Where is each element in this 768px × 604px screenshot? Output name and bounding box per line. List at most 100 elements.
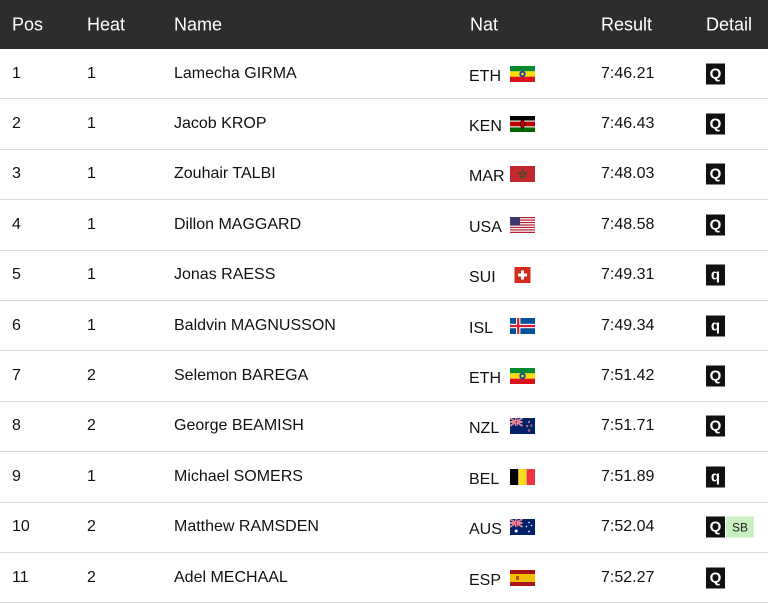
nation-code: MAR: [469, 168, 505, 186]
row-pos: 1: [12, 64, 21, 82]
result-time: 7:48.03: [601, 165, 655, 183]
row-heat: 1: [87, 215, 96, 233]
ethiopia-flag: [510, 368, 535, 385]
row-heat: 2: [87, 518, 96, 536]
row-heat: 2: [87, 417, 96, 435]
result-time: 7:46.43: [601, 115, 655, 133]
header-name[interactable]: Name: [174, 14, 223, 34]
row-pos: 2: [12, 115, 21, 133]
athlete-name[interactable]: Jonas RAESS: [174, 266, 276, 284]
athlete-name[interactable]: Michael SOMERS: [174, 467, 303, 485]
nation-code: SUI: [469, 269, 496, 287]
nation-code: AUS: [469, 521, 502, 539]
detail-cell: Q: [706, 63, 725, 85]
row-pos: 11: [12, 568, 29, 586]
header-result[interactable]: Result: [601, 14, 653, 34]
qualified-badge: Q: [706, 365, 725, 387]
new-zealand-flag: [510, 418, 535, 435]
athlete-name[interactable]: George BEAMISH: [174, 417, 304, 435]
table-row[interactable]: 6 1 Baldvin MAGNUSSON ISL 7:49.34 q: [0, 301, 768, 352]
header-pos[interactable]: Pos: [12, 14, 44, 34]
row-pos: 4: [12, 215, 21, 233]
table-row[interactable]: 8 2 George BEAMISH NZL 7:51.71 Q: [0, 402, 768, 453]
table-row[interactable]: 1 1 Lamecha GIRMA ETH 7:46.21 Q: [0, 49, 768, 100]
row-heat: 1: [87, 115, 96, 133]
ethiopia-flag: [510, 65, 535, 82]
detail-cell: Q: [706, 163, 725, 185]
nation-code: ETH: [469, 67, 501, 85]
qualified-badge: Q: [706, 415, 725, 437]
athlete-name[interactable]: Matthew RAMSDEN: [174, 518, 319, 536]
detail-cell: q: [706, 466, 725, 488]
row-heat: 1: [87, 64, 96, 82]
iceland-flag: [510, 317, 535, 334]
row-pos: 3: [12, 165, 21, 183]
detail-cell: Q: [706, 567, 725, 589]
result-time: 7:51.89: [601, 467, 655, 485]
detail-cell: Q: [706, 214, 725, 236]
table-header: Pos Heat Name Nat Result Detail: [0, 0, 768, 49]
athlete-name[interactable]: Lamecha GIRMA: [174, 64, 297, 82]
usa-flag: [510, 216, 535, 233]
belgium-flag: [510, 468, 535, 485]
nation-code: BEL: [469, 470, 500, 488]
row-heat: 1: [87, 266, 96, 284]
spain-flag: [510, 569, 535, 586]
table-row[interactable]: 4 1 Dillon MAGGARD USA 7:48.58 Q: [0, 200, 768, 251]
table-row[interactable]: 11 2 Adel MECHAAL ESP 7:52.27 Q: [0, 553, 768, 604]
athlete-name[interactable]: Selemon BAREGA: [174, 367, 309, 385]
detail-cell: q: [706, 264, 725, 286]
row-pos: 9: [12, 467, 21, 485]
nation-code: ESP: [469, 571, 502, 589]
athlete-name[interactable]: Dillon MAGGARD: [174, 215, 302, 233]
header-detail[interactable]: Detail: [706, 14, 753, 34]
result-time: 7:46.21: [601, 64, 655, 82]
result-time: 7:49.34: [601, 316, 655, 334]
athlete-name[interactable]: Adel MECHAAL: [174, 568, 288, 586]
qualified-badge: Q: [706, 113, 725, 135]
row-heat: 1: [87, 467, 96, 485]
row-pos: 10: [12, 518, 30, 536]
table-row[interactable]: 9 1 Michael SOMERS BEL 7:51.89 q: [0, 452, 768, 503]
header-heat[interactable]: Heat: [87, 14, 126, 34]
athlete-name[interactable]: Jacob KROP: [174, 115, 267, 133]
table-body: 1 1 Lamecha GIRMA ETH 7:46.21 Q 2 1 Jacob KROP KE…: [0, 49, 768, 604]
athlete-name[interactable]: Zouhair TALBI: [174, 165, 276, 183]
detail-cell: Q: [706, 415, 725, 437]
nation-code: USA: [469, 218, 502, 236]
detail-cell: Q: [706, 365, 725, 387]
row-heat: 2: [87, 568, 96, 586]
row-heat: 2: [87, 367, 96, 385]
row-pos: 8: [12, 417, 21, 435]
detail-cell: Q: [706, 113, 725, 135]
nation-code: KEN: [469, 118, 502, 136]
row-pos: 7: [12, 367, 21, 385]
qualified-time-badge: q: [706, 264, 725, 286]
athlete-name[interactable]: Baldvin MAGNUSSON: [174, 316, 336, 334]
nation-code: ETH: [469, 370, 501, 387]
result-time: 7:51.71: [601, 417, 655, 435]
table-row[interactable]: 10 2 Matthew RAMSDEN AUS 7:52.04 Q SB: [0, 503, 768, 553]
australia-flag: [510, 519, 535, 536]
qualified-time-badge: q: [706, 466, 725, 488]
table-row[interactable]: 2 1 Jacob KROP KEN 7:46.43 Q: [0, 99, 768, 150]
switzerland-flag: [510, 267, 535, 284]
qualified-badge: Q: [706, 214, 725, 236]
qualified-badge: Q: [706, 163, 725, 185]
row-heat: 1: [87, 165, 96, 183]
detail-cell: Q SB: [706, 516, 755, 538]
header-nat[interactable]: Nat: [470, 14, 499, 34]
table-row[interactable]: 7 2 Selemon BAREGA ETH 7:51.42 Q: [0, 351, 768, 402]
qualified-badge: Q: [706, 63, 725, 85]
row-heat: 1: [87, 316, 96, 334]
season-best-badge: SB: [726, 516, 755, 538]
table-row[interactable]: 5 1 Jonas RAESS SUI 7:49.31 q: [0, 251, 768, 301]
row-pos: 6: [12, 316, 21, 334]
result-time: 7:52.04: [601, 518, 655, 536]
qualified-badge: Q: [706, 567, 725, 589]
nation-code: ISL: [469, 319, 494, 337]
table-row[interactable]: 3 1 Zouhair TALBI MAR 7:48.03 Q: [0, 150, 768, 201]
morocco-flag: [510, 166, 535, 183]
detail-cell: q: [706, 315, 725, 337]
